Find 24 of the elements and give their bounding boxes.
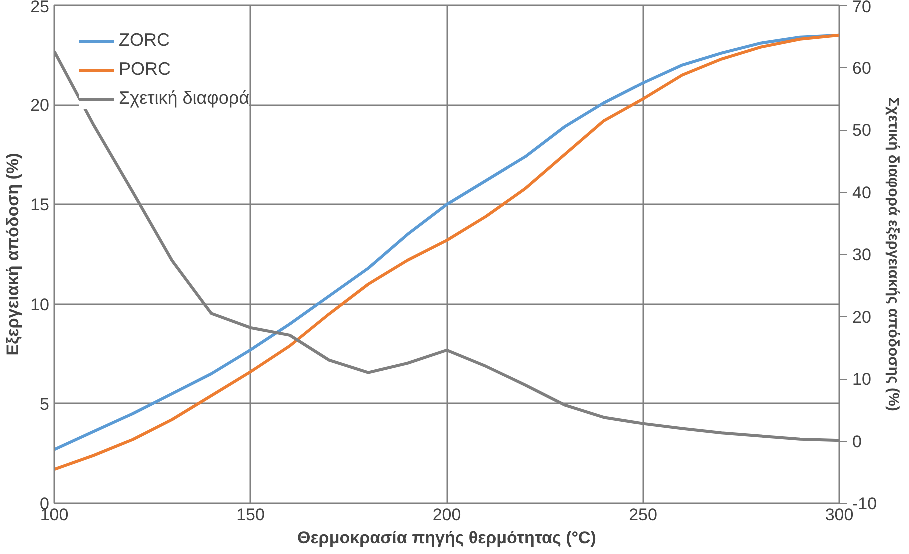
y2-tick-label: 70 <box>852 0 872 16</box>
x-tick-label: 200 <box>432 506 462 524</box>
y-tick-label: 20 <box>30 96 50 116</box>
legend-label: PORC <box>119 59 172 80</box>
y-tick-label: 10 <box>30 295 50 314</box>
y2-tick-label: 10 <box>852 370 872 389</box>
y2-tick-label: 20 <box>852 308 872 327</box>
y2-tick-label: 50 <box>852 121 872 140</box>
y-tick-label: 25 <box>30 0 50 16</box>
y-tick-label: 15 <box>30 196 50 215</box>
y2-tick-label: 40 <box>852 183 872 202</box>
y-tick-label: 5 <box>40 394 50 414</box>
y-axis-title: Εξεργειακή απόδοση (%) <box>4 153 23 356</box>
y2-axis-title: Σχετική διαφορά εξεργειακής απόδοσης (%) <box>885 98 902 412</box>
x-tick-label: 300 <box>825 506 854 524</box>
x-axis-title: Θερμοκρασία πηγής θερμότητας (°C) <box>298 528 596 548</box>
y2-tick-label: -10 <box>852 494 878 514</box>
legend-label: ZORC <box>119 30 170 51</box>
y2-tick-label: 60 <box>852 58 872 78</box>
x-tick-label: 150 <box>236 506 265 524</box>
legend-label: Σχετική διαφορά <box>119 88 250 109</box>
y2-tick-label: 30 <box>852 246 872 264</box>
x-tick-label: 250 <box>629 506 658 524</box>
y2-tick-label: 0 <box>852 432 862 452</box>
